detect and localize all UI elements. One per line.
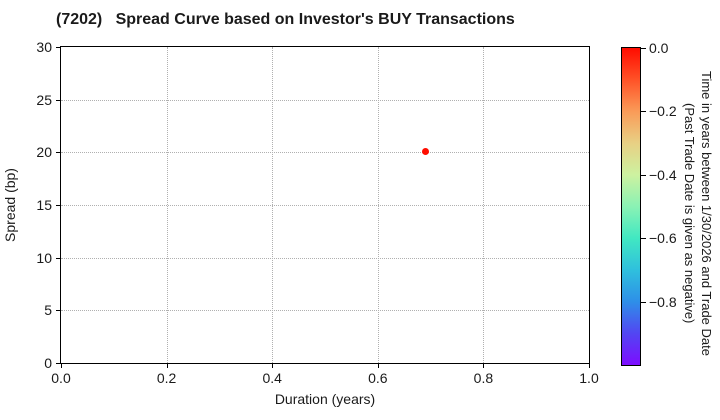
y-tick-mark — [56, 205, 60, 206]
x-tick-mark — [377, 364, 379, 368]
y-tick-mark — [56, 47, 60, 48]
grid-line-horizontal — [61, 310, 589, 312]
grid-line-horizontal — [61, 257, 589, 259]
y-tick-label: 25 — [36, 91, 52, 108]
x-tick-label: 0.4 — [262, 370, 282, 386]
grid-line-vertical — [166, 47, 168, 363]
grid-line-horizontal — [61, 205, 589, 206]
y-tick-label: 0 — [44, 355, 52, 371]
y-tick-mark — [56, 152, 60, 154]
x-tick-label: 0.6 — [368, 370, 388, 386]
x-axis-label: Duration (years) — [274, 391, 376, 407]
grid-line-horizontal — [61, 99, 589, 101]
colorbar-tick-mark — [641, 174, 646, 176]
y-tick-label: 5 — [44, 302, 52, 319]
y-tick-mark — [56, 363, 60, 364]
colorbar-label: Time in years between 1/30/2026 and Trad… — [681, 35, 715, 392]
colorbar-tick-label: −0.4 — [649, 166, 677, 183]
colorbar-tick-label: 0.0 — [649, 40, 669, 56]
x-tick-label: 1.0 — [579, 370, 599, 386]
y-tick-label: 10 — [36, 249, 52, 266]
grid-line-vertical — [483, 47, 485, 363]
x-tick-label: 0.0 — [51, 370, 71, 386]
x-tick-label: 0.2 — [156, 370, 177, 386]
colorbar-tick-label: −0.8 — [649, 293, 677, 310]
data-point — [421, 147, 429, 155]
colorbar-tick-mark — [641, 301, 646, 303]
x-tick-mark — [589, 364, 590, 368]
x-tick-mark — [166, 364, 168, 368]
grid-line-horizontal — [61, 152, 589, 154]
y-tick-label: 30 — [36, 39, 52, 55]
plot-area — [60, 46, 590, 364]
colorbar-tick-mark — [641, 48, 646, 49]
y-tick-mark — [56, 310, 60, 312]
x-tick-mark — [61, 364, 62, 368]
y-tick-label: 20 — [36, 144, 52, 161]
grid-line-vertical — [272, 47, 274, 363]
colorbar-label-line-1: Time in years between 1/30/2026 and Trad… — [699, 71, 714, 356]
x-tick-mark — [483, 364, 485, 368]
colorbar-tick-mark — [641, 111, 646, 113]
x-tick-mark — [272, 364, 274, 368]
x-tick-label: 0.8 — [473, 370, 494, 386]
y-tick-mark — [56, 257, 60, 259]
y-tick-label: 15 — [36, 197, 52, 213]
colorbar-label-line-2: (Past Trade Date is given as negative) — [682, 103, 697, 324]
colorbar-tick-label: −0.2 — [649, 103, 677, 120]
grid-line-vertical — [377, 47, 379, 363]
chart-title: (7202) Spread Curve based on Investor's … — [56, 11, 515, 28]
colorbar-tick-label: −0.6 — [649, 230, 677, 247]
colorbar-gradient — [621, 47, 641, 366]
colorbar-tick-mark — [641, 238, 646, 240]
y-tick-mark — [56, 99, 60, 101]
